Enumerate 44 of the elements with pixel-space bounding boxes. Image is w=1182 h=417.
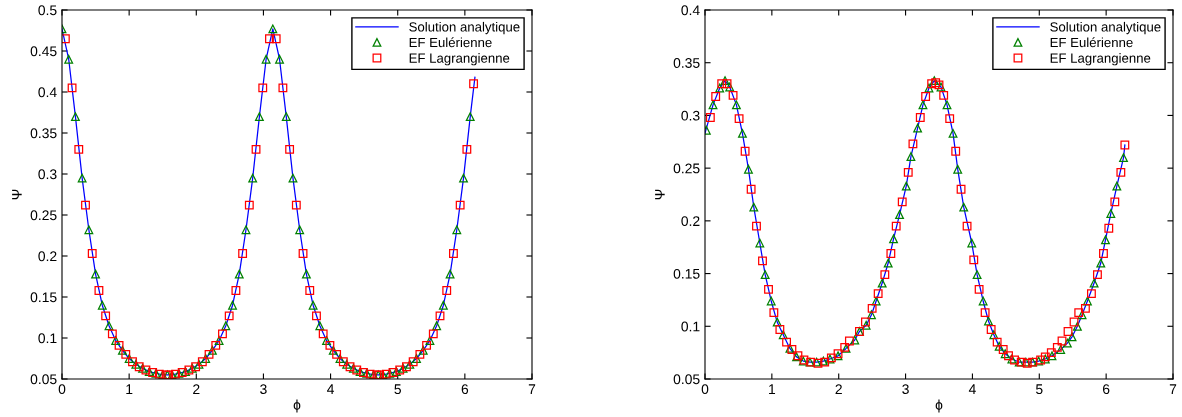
y-tick-label: 0.45 xyxy=(30,46,57,57)
x-tick-label: 2 xyxy=(835,384,842,394)
y-tick-label: 0.15 xyxy=(30,292,57,303)
x-tick-label: 5 xyxy=(1035,384,1043,395)
x-tick-label: 0 xyxy=(58,384,66,395)
x-axis-title: ϕ xyxy=(293,399,301,413)
y-tick-label: 0.1 xyxy=(38,333,57,344)
x-tick-label: 1 xyxy=(769,384,776,394)
legend-label: Solution analytique xyxy=(1050,21,1161,35)
legend-label: EF Eulérienne xyxy=(409,37,492,48)
y-axis-title: Ψ xyxy=(12,189,22,200)
x-tick-label: 2 xyxy=(193,384,200,394)
y-axis-title: Ψ xyxy=(655,189,665,200)
y-tick-label: 0.35 xyxy=(30,128,57,139)
legend-label: Solution analytique xyxy=(409,21,520,35)
y-tick-label: 0.3 xyxy=(681,110,700,121)
x-tick-label: 1 xyxy=(126,384,133,394)
x-tick-label: 7 xyxy=(1169,384,1177,394)
x-tick-label: 4 xyxy=(327,384,335,394)
y-tick-label: 0.25 xyxy=(30,210,57,221)
x-tick-label: 6 xyxy=(1102,384,1110,395)
legend-label: EF Lagrangienne xyxy=(409,53,510,66)
x-tick-label: 5 xyxy=(394,384,401,395)
y-tick-label: 0.4 xyxy=(38,87,57,98)
y-tick-label: 0.25 xyxy=(673,163,700,174)
y-tick-label: 0.1 xyxy=(681,321,700,332)
x-tick-label: 0 xyxy=(701,384,709,395)
y-tick-label: 0.05 xyxy=(30,374,57,385)
x-tick-label: 7 xyxy=(528,384,536,394)
y-tick-label: 0.15 xyxy=(673,268,700,279)
y-tick-label: 0.3 xyxy=(38,169,57,180)
legend-label: EF Lagrangienne xyxy=(1050,53,1151,66)
legend-label: EF Eulérienne xyxy=(1050,37,1133,48)
y-tick-label: 0.35 xyxy=(673,58,700,68)
y-tick-label: 0.4 xyxy=(681,5,700,16)
y-tick-label: 0.2 xyxy=(38,251,57,262)
x-tick-label: 6 xyxy=(461,384,469,395)
y-tick-label: 0.2 xyxy=(681,216,700,227)
x-tick-label: 3 xyxy=(260,384,267,395)
y-tick-label: 0.05 xyxy=(673,374,700,385)
x-axis-title: ϕ xyxy=(935,399,943,413)
y-tick-label: 0.5 xyxy=(38,5,57,16)
x-tick-label: 3 xyxy=(902,384,909,395)
x-tick-label: 4 xyxy=(968,384,976,394)
